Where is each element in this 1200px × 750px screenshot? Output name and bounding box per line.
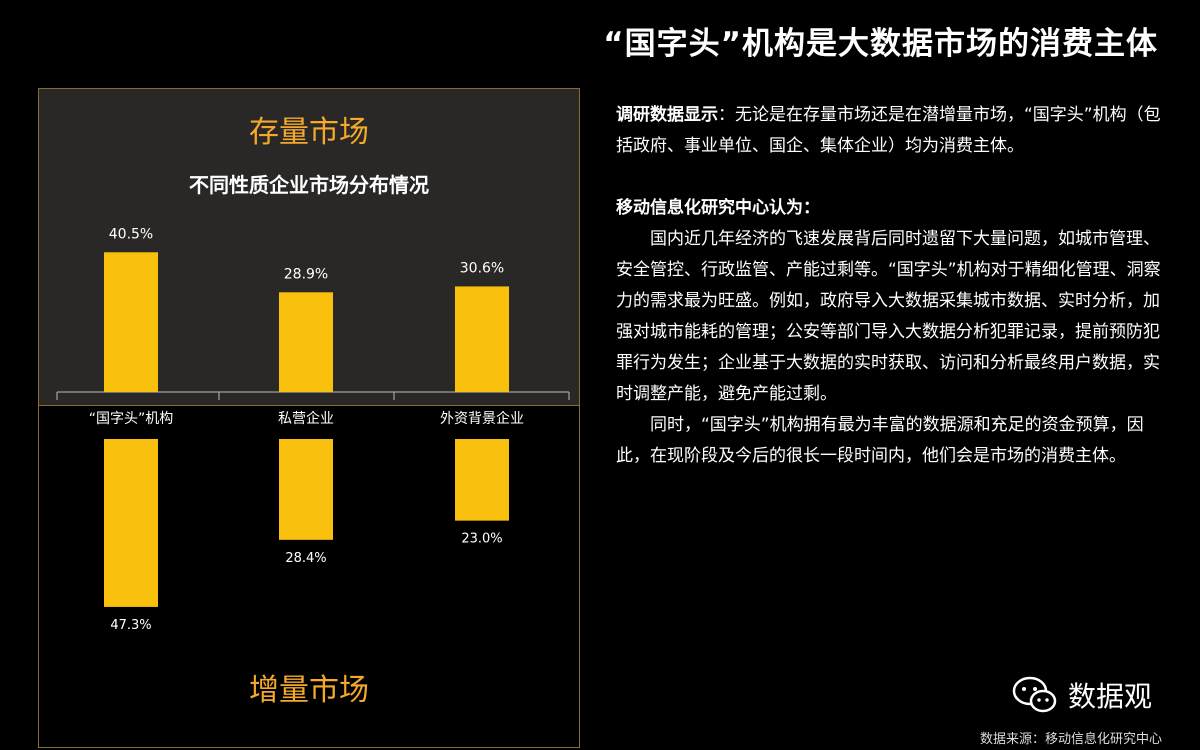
survey-text: ：无论是在存量市场还是在潜增量市场，“国字头”机构（包括政府、事业单位、国企、集…: [616, 105, 1161, 156]
increment-bar-2: [455, 439, 509, 521]
increment-market-label: 增量市场: [249, 673, 369, 708]
stock-bar-1: [279, 292, 333, 392]
bar-chart: 40.5% “国字头”机构 47.3% 28.9% 私营企业 28.4% 30.6% 外资背景…: [56, 226, 570, 633]
wechat-icon: [1012, 676, 1057, 713]
stock-bar-2: [455, 286, 509, 392]
brand: 数据观: [1012, 675, 1152, 715]
stock-data-label-0: 40.5%: [109, 226, 153, 242]
stock-data-label-2: 30.6%: [460, 260, 504, 276]
increment-data-label-0: 47.3%: [110, 618, 151, 633]
brand-name: 数据观: [1068, 680, 1153, 713]
category-label-0: “国字头”机构: [89, 411, 174, 427]
page-title: “国字头”机构是大数据市场的消费主体: [603, 26, 1158, 62]
category-label-2: 外资背景企业: [440, 410, 524, 427]
research-paragraph-1: 国内近几年经济的飞速发展背后同时遗留下大量问题，如城市管理、安全管控、行政监管、…: [616, 229, 1161, 404]
research-heading: 移动信息化研究中心认为：: [616, 198, 820, 218]
stock-bar-0: [104, 252, 158, 392]
increment-data-label-2: 23.0%: [461, 532, 502, 547]
survey-heading: 调研数据显示: [616, 105, 718, 125]
chart-title: 不同性质企业市场分布情况: [189, 173, 429, 197]
increment-bar-1: [279, 439, 333, 540]
research-paragraph-2: 同时，“国字头”机构拥有最为丰富的数据源和充足的资金预算，因此，在现阶段及今后的…: [616, 415, 1144, 466]
paragraph-survey: 调研数据显示：无论是在存量市场还是在潜增量市场，“国字头”机构（包括政府、事业单…: [616, 100, 1164, 162]
stock-market-label: 存量市场: [249, 115, 369, 150]
category-label-1: 私营企业: [278, 410, 334, 427]
chart-panel: 存量市场 不同性质企业市场分布情况 40.5% “国字头”机构 47.3% 28.9%…: [38, 88, 580, 748]
data-source: 数据来源：移动信息化研究中心: [979, 732, 1162, 747]
panel-divider: [39, 405, 579, 406]
stock-data-label-1: 28.9%: [284, 266, 328, 282]
increment-bar-0: [104, 439, 158, 607]
text-panel: 调研数据显示：无论是在存量市场还是在潜增量市场，“国字头”机构（包括政府、事业单…: [616, 100, 1164, 472]
increment-data-label-1: 28.4%: [285, 551, 326, 566]
